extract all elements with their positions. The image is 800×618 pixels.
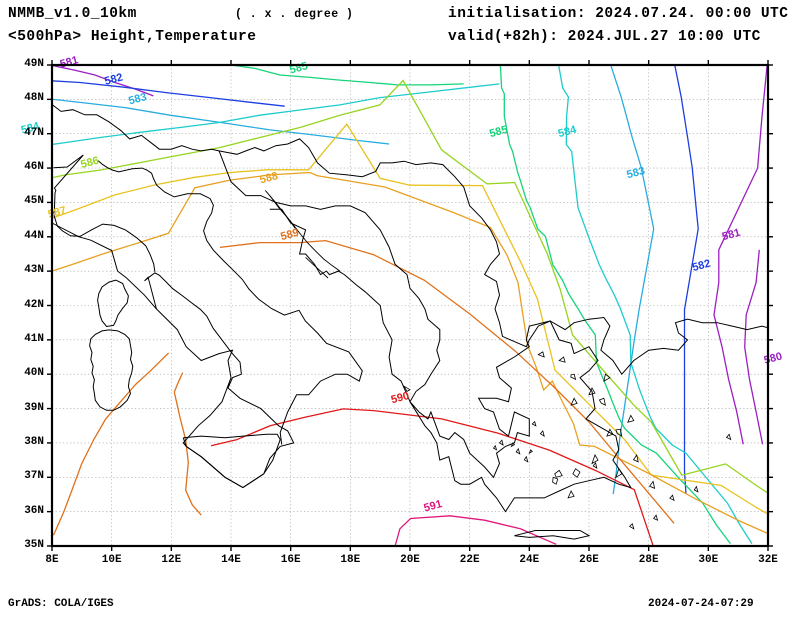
svg-text:585: 585 bbox=[288, 60, 309, 76]
svg-text:584: 584 bbox=[557, 124, 579, 141]
svg-text:589: 589 bbox=[279, 227, 300, 243]
svg-text:591: 591 bbox=[423, 498, 444, 514]
svg-text:586: 586 bbox=[79, 155, 100, 171]
svg-text:588: 588 bbox=[258, 170, 279, 186]
svg-text:587: 587 bbox=[47, 204, 68, 220]
svg-text:590: 590 bbox=[390, 390, 411, 406]
svg-text:585: 585 bbox=[488, 124, 509, 140]
svg-text:581: 581 bbox=[721, 227, 742, 243]
svg-text:583: 583 bbox=[127, 91, 148, 107]
svg-text:580: 580 bbox=[763, 350, 784, 366]
svg-text:582: 582 bbox=[103, 71, 124, 87]
svg-text:582: 582 bbox=[691, 258, 712, 274]
svg-text:581: 581 bbox=[59, 54, 80, 70]
